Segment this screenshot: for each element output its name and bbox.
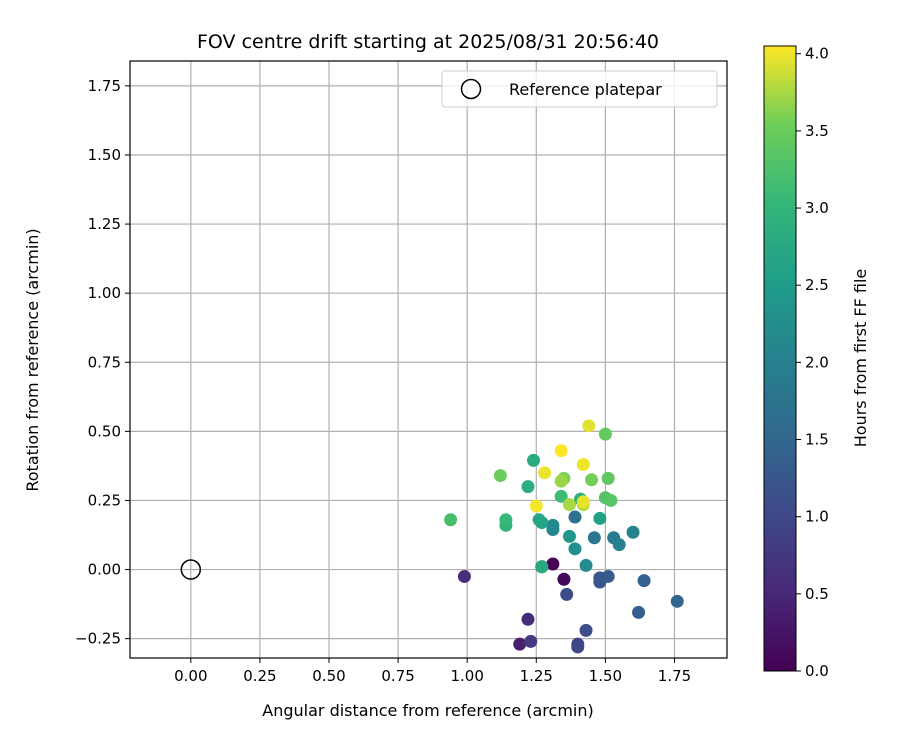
colorbar-tick-label: 3.5 xyxy=(805,122,829,140)
scatter-point xyxy=(626,525,640,539)
scatter-point xyxy=(560,587,574,601)
scatter-point xyxy=(562,529,576,543)
scatter-point xyxy=(524,634,538,648)
scatter-point xyxy=(568,542,582,556)
scatter-point xyxy=(499,513,513,527)
x-tick-label: 1.00 xyxy=(450,667,483,685)
x-tick-label: 0.75 xyxy=(381,667,414,685)
scatter-point xyxy=(493,469,507,483)
y-tick-label: 0.75 xyxy=(88,353,121,371)
scatter-point xyxy=(444,513,458,527)
scatter-point xyxy=(521,480,535,494)
y-tick-label: 1.00 xyxy=(88,284,121,302)
colorbar: 0.0 0.5 1.0 1.5 2.0 2.5 3.0 3.5 4.0 Hours from f… xyxy=(763,45,870,680)
legend-box xyxy=(441,70,718,108)
scatter-point xyxy=(585,473,599,487)
plot-frame xyxy=(129,60,728,659)
scatter-point xyxy=(587,531,601,545)
y-tick-label: 0.00 xyxy=(88,561,121,579)
x-tick-label: 1.50 xyxy=(589,667,622,685)
scatter-point xyxy=(579,558,593,572)
chart-title: FOV centre drift starting at 2025/08/31 … xyxy=(197,31,659,53)
scatter-point xyxy=(562,498,576,512)
x-axis-ticks: 0.00 0.25 0.50 0.75 1.00 1.25 1.50 1.75 xyxy=(174,658,691,685)
colorbar-tick-label: 1.5 xyxy=(805,431,829,449)
colorbar-tick-label: 1.0 xyxy=(805,508,829,526)
x-tick-label: 1.75 xyxy=(658,667,691,685)
scatter-point xyxy=(535,560,549,574)
scatter-point xyxy=(554,444,568,458)
scatter-point xyxy=(546,557,560,571)
scatter-point xyxy=(538,466,552,480)
x-tick-label: 1.25 xyxy=(520,667,553,685)
scatter-point xyxy=(593,511,607,525)
scatter-point xyxy=(637,574,651,588)
scatter-point xyxy=(521,612,535,626)
x-tick-label: 0.00 xyxy=(174,667,207,685)
scatter-point xyxy=(604,493,618,507)
scatter-point xyxy=(532,513,546,527)
scatter-point xyxy=(670,594,684,608)
scatter-point xyxy=(554,489,568,503)
y-tick-label: 1.25 xyxy=(88,215,121,233)
scatter-point xyxy=(601,569,615,583)
scatter-points xyxy=(444,419,684,654)
colorbar-tick-label: 3.0 xyxy=(805,199,829,217)
scatter-point xyxy=(513,637,527,651)
y-tick-label: −0.25 xyxy=(75,630,121,648)
x-axis-label: Angular distance from reference (arcmin) xyxy=(262,701,593,720)
legend-marker-reference xyxy=(460,78,482,100)
scatter-point xyxy=(612,538,626,552)
scatter-point xyxy=(457,569,471,583)
y-axis-label: Rotation from reference (arcmin) xyxy=(23,228,42,491)
y-tick-label: 0.50 xyxy=(88,422,121,440)
scatter-point xyxy=(554,474,568,488)
scatter-point xyxy=(557,572,571,586)
scatter-point xyxy=(529,499,543,513)
scatter-point xyxy=(598,427,612,441)
colorbar-tick-label: 4.0 xyxy=(805,45,829,63)
scatter-point xyxy=(527,453,541,467)
colorbar-label: Hours from first FF file xyxy=(851,269,870,448)
y-axis-ticks: −0.25 0.00 0.25 0.50 0.75 1.00 1.25 1.50 1.75 xyxy=(75,77,130,648)
reference-marker xyxy=(180,559,202,580)
y-tick-label: 1.75 xyxy=(88,77,121,95)
scatter-point xyxy=(576,495,590,509)
grid-lines xyxy=(130,61,727,658)
scatter-point xyxy=(579,623,593,637)
colorbar-tick-label: 2.5 xyxy=(805,276,829,294)
scatter-point xyxy=(576,458,590,472)
y-tick-label: 1.50 xyxy=(88,146,121,164)
legend: Reference platepar xyxy=(441,70,718,108)
scatter-point xyxy=(571,640,585,654)
scatter-point xyxy=(568,510,582,524)
colorbar-tick-label: 0.5 xyxy=(805,585,829,603)
colorbar-gradient xyxy=(763,45,797,672)
colorbar-tick-label: 2.0 xyxy=(805,353,829,371)
x-tick-label: 0.50 xyxy=(312,667,345,685)
colorbar-ticks: 0.0 0.5 1.0 1.5 2.0 2.5 3.0 3.5 4.0 xyxy=(796,45,829,680)
reference-point xyxy=(180,559,202,580)
scatter-point xyxy=(601,471,615,485)
colorbar-tick-label: 0.0 xyxy=(805,662,829,680)
scatter-point xyxy=(632,605,646,619)
scatter-point xyxy=(582,419,596,433)
y-tick-label: 0.25 xyxy=(88,491,121,509)
legend-label-reference: Reference platepar xyxy=(509,80,662,99)
scatter-point xyxy=(546,518,560,532)
x-tick-label: 0.25 xyxy=(243,667,276,685)
